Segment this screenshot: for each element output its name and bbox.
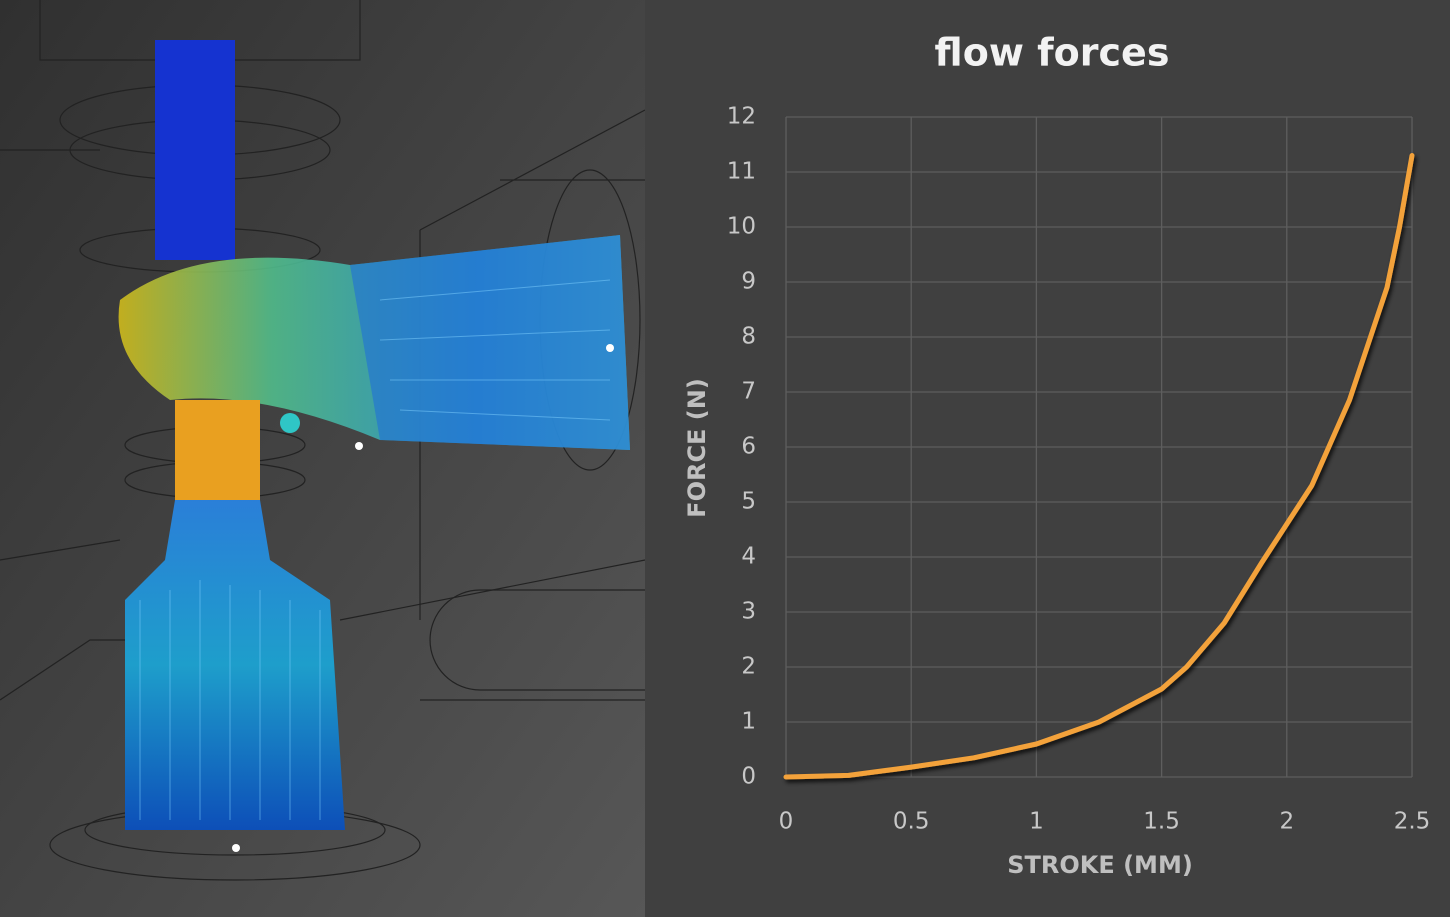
series-line — [783, 153, 1415, 780]
simulation-render — [0, 0, 646, 917]
y-axis-label: FORCE (N) — [683, 378, 711, 518]
y-tick-label: 1 — [741, 709, 756, 735]
y-tick-label: 4 — [741, 544, 756, 570]
y-tick-label: 6 — [741, 434, 756, 460]
y-tick-label: 0 — [741, 764, 756, 790]
y-tick-label: 5 — [741, 489, 756, 515]
chart-background — [645, 0, 1450, 917]
y-tick-label: 8 — [741, 324, 756, 350]
y-tick-label: 10 — [727, 214, 756, 240]
y-tick-label: 2 — [741, 654, 756, 680]
x-tick-label: 0.5 — [893, 809, 930, 835]
x-tick-label: 2.5 — [1394, 809, 1431, 835]
y-tick-label: 7 — [741, 379, 756, 405]
y-tick-label: 9 — [741, 269, 756, 295]
x-tick-label: 1.5 — [1143, 809, 1180, 835]
chart-title: flow forces — [935, 31, 1170, 75]
x-tick-label: 1 — [1029, 809, 1044, 835]
y-tick-label: 11 — [727, 159, 756, 185]
y-tick-label: 3 — [741, 599, 756, 625]
x-tick-label: 0 — [779, 809, 794, 835]
x-tick-label: 2 — [1279, 809, 1294, 835]
x-axis-label: STROKE (MM) — [1007, 851, 1193, 879]
y-tick-label: 12 — [727, 104, 756, 130]
